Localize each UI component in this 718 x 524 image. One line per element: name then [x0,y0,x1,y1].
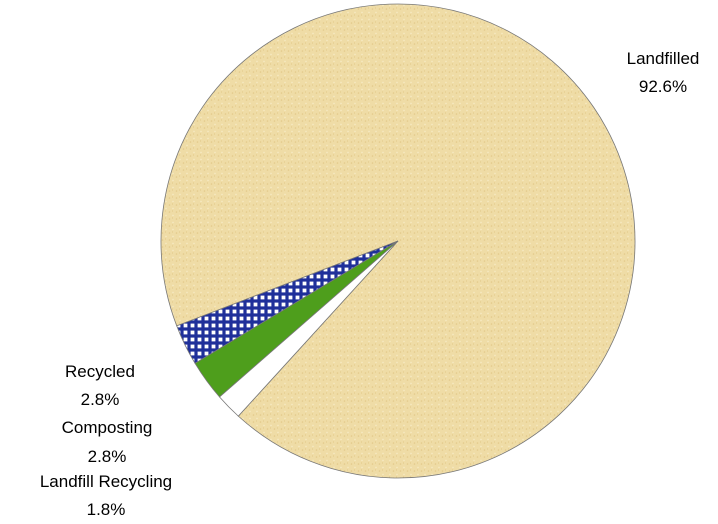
pie-slices [160,3,636,479]
label-landfill-recycling-value: 1.8% [87,500,126,519]
label-composting-name: Composting [62,418,153,437]
slice-landfill-recycling [219,240,399,417]
label-landfilled-value: 92.6% [639,77,687,96]
label-composting-value: 2.8% [88,447,127,466]
label-landfilled-name: Landfilled [627,49,700,68]
pie-labels: Landfilled 92.6% Recycled 2.8% Compostin… [40,49,700,519]
label-recycled-name: Recycled [65,362,135,381]
label-landfill-recycling-name: Landfill Recycling [40,472,172,491]
label-recycled-value: 2.8% [81,390,120,409]
